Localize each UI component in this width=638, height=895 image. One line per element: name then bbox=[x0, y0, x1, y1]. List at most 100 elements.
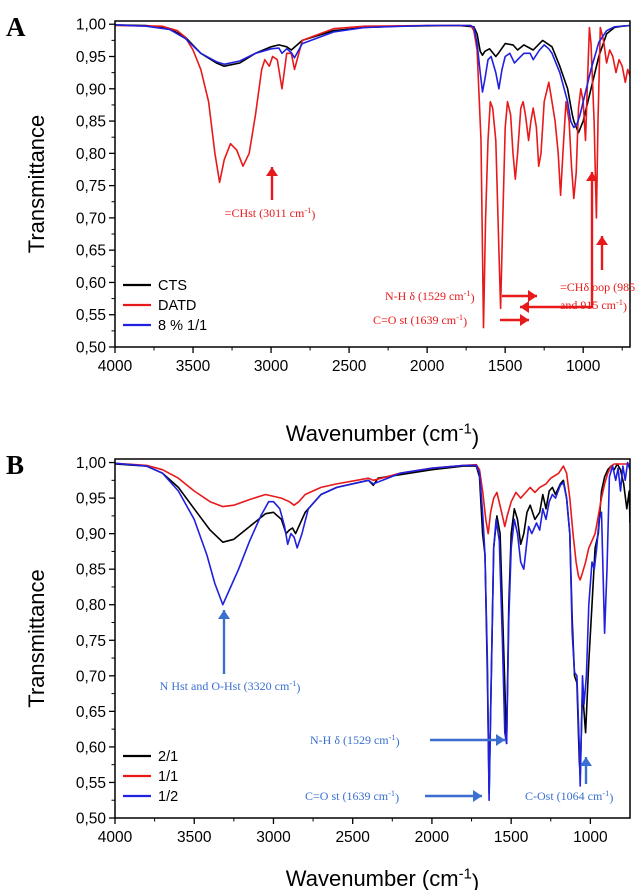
y-tick-label: 0,55 bbox=[76, 307, 106, 324]
y-tick-label: 0,50 bbox=[76, 340, 107, 357]
x-axis-title-sup: -1 bbox=[459, 866, 472, 883]
y-tick-label: 0,70 bbox=[76, 210, 107, 227]
y-tick-label: 0,50 bbox=[76, 811, 107, 828]
series-line-8-1-1 bbox=[115, 24, 630, 129]
x-axis-title-main: Wavenumber (cm bbox=[286, 421, 459, 446]
annotation-arrowhead bbox=[528, 290, 537, 302]
annotation-text: N-H δ (1529 cm-1) bbox=[310, 733, 400, 749]
annotation-text-close: ) bbox=[609, 791, 613, 805]
series-group bbox=[115, 461, 630, 801]
y-tick-label: 0,55 bbox=[76, 775, 106, 792]
legend-label: 2/1 bbox=[158, 749, 178, 765]
annotation-text: and 915 cm-1) bbox=[560, 298, 627, 314]
annotation: N-H δ (1529 cm-1) bbox=[310, 733, 505, 749]
annotation-arrowhead bbox=[520, 314, 529, 326]
x-tick-label: 1000 bbox=[566, 358, 601, 375]
x-tick-label: 1500 bbox=[494, 829, 529, 846]
y-axis-title: Transmittance bbox=[24, 115, 49, 254]
annotation-text-main: N-H δ (1529 cm bbox=[310, 733, 389, 747]
series-line-cts bbox=[115, 24, 630, 134]
panel-letter: A bbox=[6, 12, 26, 42]
y-tick-label: 0,75 bbox=[76, 633, 106, 650]
series-line-datd bbox=[115, 24, 630, 329]
annotation-text-sup: -1 bbox=[456, 313, 463, 322]
y-tick-label: 0,70 bbox=[76, 668, 107, 685]
x-axis-title-main: Wavenumber (cm bbox=[286, 866, 459, 890]
annotation-text: C=O st (1639 cm-1) bbox=[373, 313, 467, 329]
x-tick-label: 4000 bbox=[98, 829, 133, 846]
chart-panel-a: A 4000 3500 3000 2500 2000 1500 1000 0,50 0,55 0,6… bbox=[6, 12, 635, 450]
x-axis-title: Wavenumber (cm-1) bbox=[286, 866, 479, 890]
annotation: C=O st (1639 cm-1) bbox=[373, 313, 529, 329]
annotation-arrowhead bbox=[218, 610, 230, 619]
y-tick-label: 0,65 bbox=[76, 704, 106, 721]
legend-label: CTS bbox=[158, 278, 187, 294]
annotation-text-close: ) bbox=[471, 291, 475, 305]
x-tick-label: 3000 bbox=[256, 829, 291, 846]
series-line-2-1 bbox=[115, 463, 630, 794]
annotation-arrowhead bbox=[473, 790, 482, 802]
x-tick-label: 1500 bbox=[488, 358, 523, 375]
legend-label: 1/1 bbox=[158, 769, 178, 785]
y-tick-label: 0,85 bbox=[76, 562, 106, 579]
annotation: =CHδ oop (985 bbox=[520, 172, 635, 313]
annotation-text-sup: -1 bbox=[464, 289, 471, 298]
annotation-text-close: ) bbox=[311, 208, 315, 222]
annotation-arrowhead bbox=[580, 757, 592, 766]
x-tick-label: 4000 bbox=[98, 358, 133, 375]
annotation-text-main: C=O st (1639 cm bbox=[305, 789, 389, 803]
y-tick-label: 0,85 bbox=[76, 114, 106, 131]
annotation-text: =CHst (3011 cm-1) bbox=[225, 206, 316, 222]
annotation-text-main: =CHst (3011 cm bbox=[225, 206, 305, 220]
series-group bbox=[115, 24, 630, 329]
series-line-1-2 bbox=[115, 461, 630, 801]
panel-letter: B bbox=[6, 450, 24, 480]
annotation-text-close: ) bbox=[463, 315, 467, 329]
chart-panel-b: B 4000 3500 3000 2500 2000 1500 1000 0,50 0,55 0,6… bbox=[6, 450, 631, 895]
annotation-text-sup: -1 bbox=[616, 298, 623, 307]
x-tick-label: 3000 bbox=[254, 358, 289, 375]
annotation-text-sup: -1 bbox=[289, 679, 296, 688]
y-tick-label: 0,60 bbox=[76, 739, 107, 756]
annotation: N-H δ (1529 cm-1) bbox=[385, 289, 537, 305]
x-axis-title-close: ) bbox=[472, 425, 479, 450]
annotation-text: N-H δ (1529 cm-1) bbox=[385, 289, 475, 305]
legend-label: DATD bbox=[158, 298, 196, 314]
annotation-text: C=O st (1639 cm-1) bbox=[305, 789, 399, 805]
annotation-arrowhead bbox=[586, 172, 598, 181]
y-tick-label: 0,95 bbox=[76, 491, 106, 508]
annotation-text-main: C=O st (1639 cm bbox=[373, 313, 457, 327]
annotation: C-Ost (1064 cm-1) bbox=[525, 757, 613, 805]
annotation-text-close: ) bbox=[623, 300, 627, 314]
annotation-text-main: C-Ost (1064 cm bbox=[525, 789, 603, 803]
x-tick-label: 2500 bbox=[335, 829, 370, 846]
x-axis-title: Wavenumber (cm-1) bbox=[286, 421, 479, 450]
annotation-text-main: =CHδ oop (985 bbox=[560, 280, 635, 294]
annotation-text: =CHδ oop (985 bbox=[560, 280, 635, 294]
legend-label: 8 % 1/1 bbox=[158, 318, 207, 334]
annotation-arrowhead bbox=[520, 301, 529, 313]
y-tick-label: 0,75 bbox=[76, 178, 106, 195]
annotation-text-main: N Hst and O-Hst (3320 cm bbox=[160, 679, 290, 693]
y-tick-label: 1,00 bbox=[76, 17, 107, 34]
annotation-text-main: and 915 cm bbox=[560, 298, 617, 312]
x-tick-label: 2500 bbox=[332, 358, 367, 375]
legend-label: 1/2 bbox=[158, 789, 178, 805]
y-tick-label: 0,60 bbox=[76, 275, 107, 292]
y-tick-label: 0,90 bbox=[76, 81, 107, 98]
annotation-text-close: ) bbox=[395, 791, 399, 805]
y-tick-label: 0,95 bbox=[76, 49, 106, 66]
y-axis-title: Transmittance bbox=[24, 569, 49, 708]
y-tick-label: 0,80 bbox=[76, 146, 107, 163]
annotation: C=O st (1639 cm-1) bbox=[305, 789, 482, 805]
annotation-text: N Hst and O-Hst (3320 cm-1) bbox=[160, 679, 301, 695]
annotation-text-sup: -1 bbox=[388, 789, 395, 798]
annotation-text-sup: -1 bbox=[389, 733, 396, 742]
annotation: =CHst (3011 cm-1) bbox=[225, 167, 316, 222]
plot-frame bbox=[114, 20, 631, 348]
annotation-arrowhead bbox=[266, 167, 278, 176]
x-tick-label: 2000 bbox=[415, 829, 450, 846]
annotation-text-sup: -1 bbox=[304, 206, 311, 215]
x-axis-title-sup: -1 bbox=[459, 421, 472, 438]
annotation-text-close: ) bbox=[296, 681, 300, 695]
